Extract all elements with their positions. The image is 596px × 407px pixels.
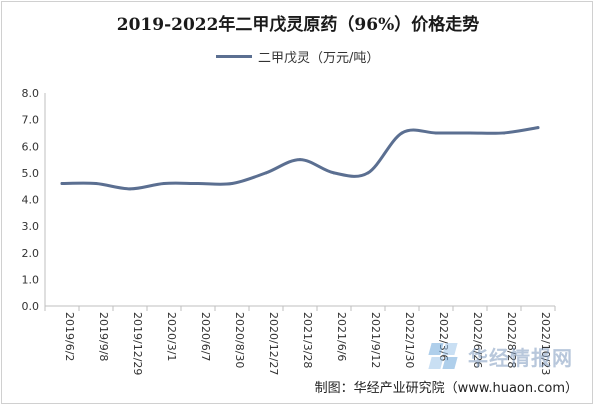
data-point bbox=[196, 182, 200, 186]
axes bbox=[44, 93, 556, 311]
data-point bbox=[94, 182, 98, 186]
y-tick-label: 1.0 bbox=[22, 273, 40, 286]
x-tick-label: 2021/3/28 bbox=[301, 312, 314, 368]
x-tick-label: 2022/6/26 bbox=[471, 312, 484, 368]
x-tick-label: 2019/12/29 bbox=[131, 312, 144, 375]
x-tick-label: 2019/9/8 bbox=[97, 312, 110, 361]
data-point bbox=[434, 131, 438, 135]
data-point bbox=[230, 182, 234, 186]
data-point bbox=[332, 171, 336, 175]
data-point bbox=[60, 182, 64, 186]
source-note: 制图：华经产业研究院（www.huaon.com） bbox=[314, 381, 578, 396]
x-tick-label: 2021/9/12 bbox=[369, 312, 382, 368]
data-point bbox=[468, 131, 472, 135]
x-tick-label: 2020/3/1 bbox=[165, 312, 178, 361]
x-tick-label: 2022/10/23 bbox=[539, 312, 552, 375]
data-point bbox=[298, 158, 302, 162]
series-group bbox=[60, 126, 540, 191]
data-point bbox=[162, 182, 166, 186]
x-tick-label: 2022/1/30 bbox=[403, 312, 416, 368]
legend-swatch bbox=[216, 55, 252, 58]
watermark: 华经情报网 bbox=[428, 341, 573, 371]
y-tick-label: 2.0 bbox=[22, 247, 40, 260]
y-tick-label: 7.0 bbox=[22, 114, 40, 127]
watermark-text: 华经情报网 bbox=[468, 345, 573, 370]
data-point bbox=[536, 126, 540, 130]
y-tick-label: 4.0 bbox=[22, 194, 40, 207]
x-tick-label: 2021/6/6 bbox=[335, 312, 348, 361]
x-tick-label: 2019/6/2 bbox=[63, 312, 76, 361]
x-tick-label: 2020/8/30 bbox=[233, 312, 246, 368]
x-tick-label: 2020/6/7 bbox=[199, 312, 212, 361]
y-tick-label: 8.0 bbox=[22, 87, 40, 100]
x-tick-label: 2020/12/27 bbox=[267, 312, 280, 375]
data-point bbox=[400, 131, 404, 135]
chart-title: 2019-2022年二甲戊灵原药（96%）价格走势 bbox=[116, 15, 480, 35]
legend: 二甲戊灵（万元/吨） bbox=[216, 47, 379, 66]
data-point bbox=[366, 171, 370, 175]
data-point bbox=[502, 131, 506, 135]
legend-label: 二甲戊灵（万元/吨） bbox=[258, 51, 380, 66]
data-point bbox=[128, 187, 132, 191]
watermark-logo-icon bbox=[428, 341, 462, 371]
y-tick-label: 6.0 bbox=[22, 140, 40, 153]
y-tick-label: 0.0 bbox=[22, 300, 40, 313]
data-point bbox=[264, 171, 268, 175]
x-tick-labels: 2019/6/2 2019/9/8 2019/12/29 2020/3/1 2020/6… bbox=[63, 312, 552, 375]
x-tick-label: 2022/8/28 bbox=[505, 312, 518, 368]
y-tick-label: 5.0 bbox=[22, 167, 40, 180]
y-tick-label: 3.0 bbox=[22, 220, 40, 233]
y-tick-labels: 0.0 1.0 2.0 3.0 4.0 5.0 6.0 7.0 8.0 bbox=[22, 87, 40, 313]
